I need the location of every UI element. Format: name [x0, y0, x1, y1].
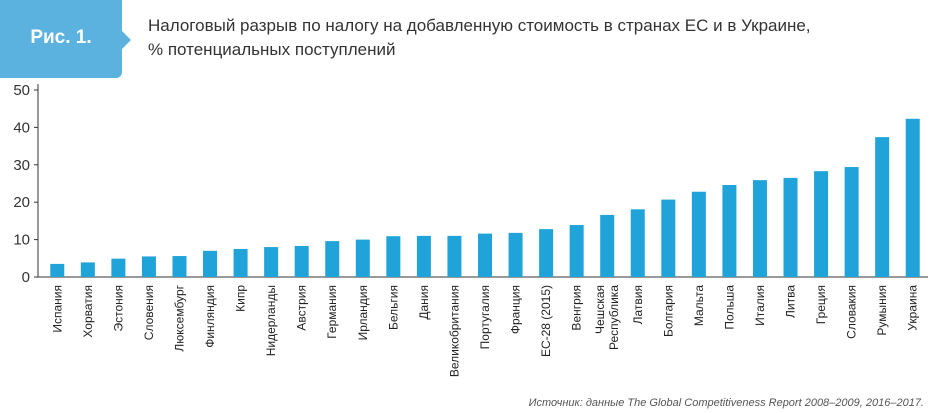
- bar-23: [722, 184, 737, 277]
- figure-label: Рис. 1.: [30, 27, 92, 48]
- source-note: Источник: данные The Global Competitiven…: [528, 397, 924, 409]
- x-tick-label: Латвия: [631, 285, 645, 324]
- bar-20: [630, 209, 645, 277]
- x-tick-label: Австрия: [295, 285, 309, 331]
- bar-17: [539, 229, 554, 277]
- y-tick-label: 10: [13, 232, 30, 249]
- bar-12: [386, 236, 401, 277]
- x-tick-label: Великобритания: [447, 285, 461, 377]
- bar-28: [875, 137, 890, 277]
- bar-2: [80, 262, 95, 277]
- x-tick-label: Словения: [142, 285, 156, 340]
- x-tick-label: Италия: [753, 285, 767, 326]
- x-tick-label: Польша: [722, 285, 736, 330]
- bar-16: [508, 232, 523, 277]
- bar-19: [600, 214, 615, 277]
- x-tick-label: Хорватия: [81, 285, 95, 338]
- x-tick-label: Финляндия: [203, 285, 217, 348]
- x-tick-label: ЧешскаяРеспублика: [593, 285, 621, 350]
- y-tick-label: 20: [13, 194, 30, 211]
- bar-6: [203, 250, 218, 277]
- y-tick-label: 0: [22, 269, 30, 286]
- x-tick-label: Ирландия: [356, 285, 370, 340]
- x-tick-label: Румыния: [875, 285, 889, 336]
- bar-8: [264, 247, 279, 277]
- y-tick-label: 40: [13, 119, 30, 136]
- bar-1: [50, 263, 65, 277]
- x-tick-label: Германия: [325, 285, 339, 339]
- chart-title-line-2: % потенциальных поступлений: [148, 40, 396, 59]
- x-tick-label: Португалия: [478, 285, 492, 349]
- bar-7: [233, 248, 248, 277]
- x-tick-label: Дания: [417, 285, 431, 320]
- bar-5: [172, 256, 187, 277]
- x-tick-label: Болгария: [661, 285, 675, 337]
- x-tick-label: Эстония: [111, 285, 125, 332]
- bar-26: [814, 171, 829, 277]
- bar-10: [325, 241, 340, 277]
- bar-24: [752, 180, 767, 277]
- bar-4: [141, 256, 156, 277]
- y-tick-label: 30: [13, 157, 30, 174]
- bar-11: [355, 239, 370, 277]
- bar-13: [416, 235, 431, 277]
- x-tick-label: Нидерланды: [264, 285, 278, 356]
- x-tick-label: Франция: [509, 285, 523, 334]
- bar-chart: 0 10 20 30 40 50 Испания Хорватия Эстония Словени…: [13, 82, 928, 377]
- x-tick-label: ЕС-28 (2015): [539, 285, 553, 357]
- figure-badge: [0, 0, 131, 78]
- bar-27: [844, 167, 859, 277]
- bar-25: [783, 177, 798, 277]
- x-tick-label: Греция: [814, 285, 828, 324]
- x-tick-label: Испания: [50, 285, 64, 333]
- x-tick-label: Венгрия: [570, 285, 584, 331]
- bar-3: [111, 258, 126, 277]
- bar-29: [905, 118, 920, 277]
- x-tick-label: Словакия: [845, 285, 859, 339]
- bar-15: [478, 233, 492, 277]
- bar-21: [661, 199, 676, 277]
- x-tick-label: Украина: [906, 285, 920, 331]
- x-tick-label: Литва: [784, 285, 798, 318]
- y-tick-label: 50: [13, 82, 30, 99]
- bar-14: [447, 235, 462, 277]
- x-tick-label: Кипр: [234, 285, 248, 312]
- x-tick-label-line: Республика: [607, 285, 621, 350]
- bar-9: [294, 245, 309, 277]
- x-tick-label: Мальта: [692, 285, 706, 326]
- chart-title-line-1: Налоговый разрыв по налогу на добавленну…: [148, 16, 811, 35]
- bar-22: [691, 191, 706, 277]
- x-tick-label-line: Чешская: [593, 285, 607, 334]
- x-tick-label: Бельгия: [386, 285, 400, 330]
- chart-title: Налоговый разрыв по налогу на добавленну…: [148, 14, 908, 62]
- x-tick-label: Люксембург: [172, 284, 186, 351]
- bar-18: [569, 225, 584, 277]
